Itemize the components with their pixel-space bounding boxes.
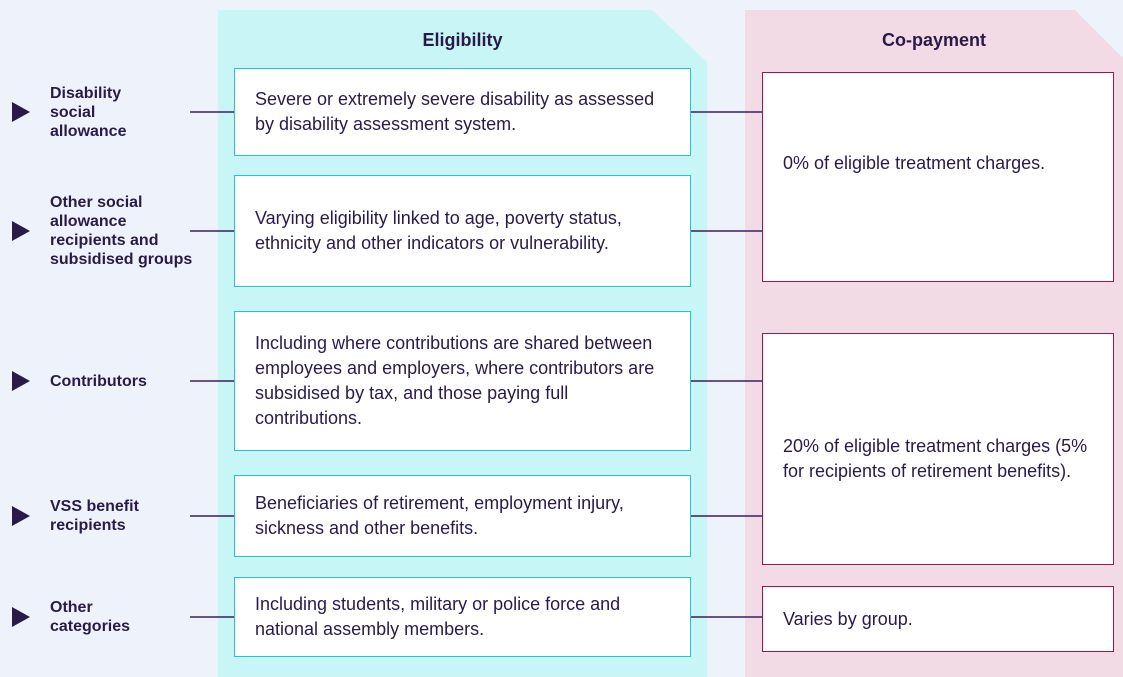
arrow-marker bbox=[12, 506, 30, 526]
row-label: Other social allowance recipients and su… bbox=[50, 194, 193, 268]
eligibility-box: Including students, military or police f… bbox=[234, 577, 691, 657]
row-label: Disability social allowance bbox=[50, 84, 127, 140]
eligibility-header: Eligibility bbox=[422, 30, 503, 50]
copayment-box: 20% of eligible treatment charges (5% fo… bbox=[762, 333, 1114, 565]
arrow-marker bbox=[12, 607, 30, 627]
eligibility-box: Severe or extremely severe disability as… bbox=[234, 68, 691, 156]
eligibility-box: Beneficiaries of retirement, employment … bbox=[234, 475, 691, 557]
arrow-marker bbox=[12, 221, 30, 241]
row-label: VSS benefit recipients bbox=[50, 498, 139, 534]
eligibility-box: Including where contributions are shared… bbox=[234, 311, 691, 451]
copayment-header: Co-payment bbox=[881, 30, 986, 50]
row-label: Other categories bbox=[50, 599, 131, 635]
arrow-marker bbox=[12, 371, 30, 391]
arrow-marker bbox=[12, 102, 30, 122]
copayment-box: 0% of eligible treatment charges. bbox=[762, 72, 1114, 282]
eligibility-box: Varying eligibility linked to age, pover… bbox=[234, 175, 691, 287]
copayment-box: Varies by group. bbox=[762, 586, 1114, 652]
row-label: Contributors bbox=[50, 372, 147, 390]
